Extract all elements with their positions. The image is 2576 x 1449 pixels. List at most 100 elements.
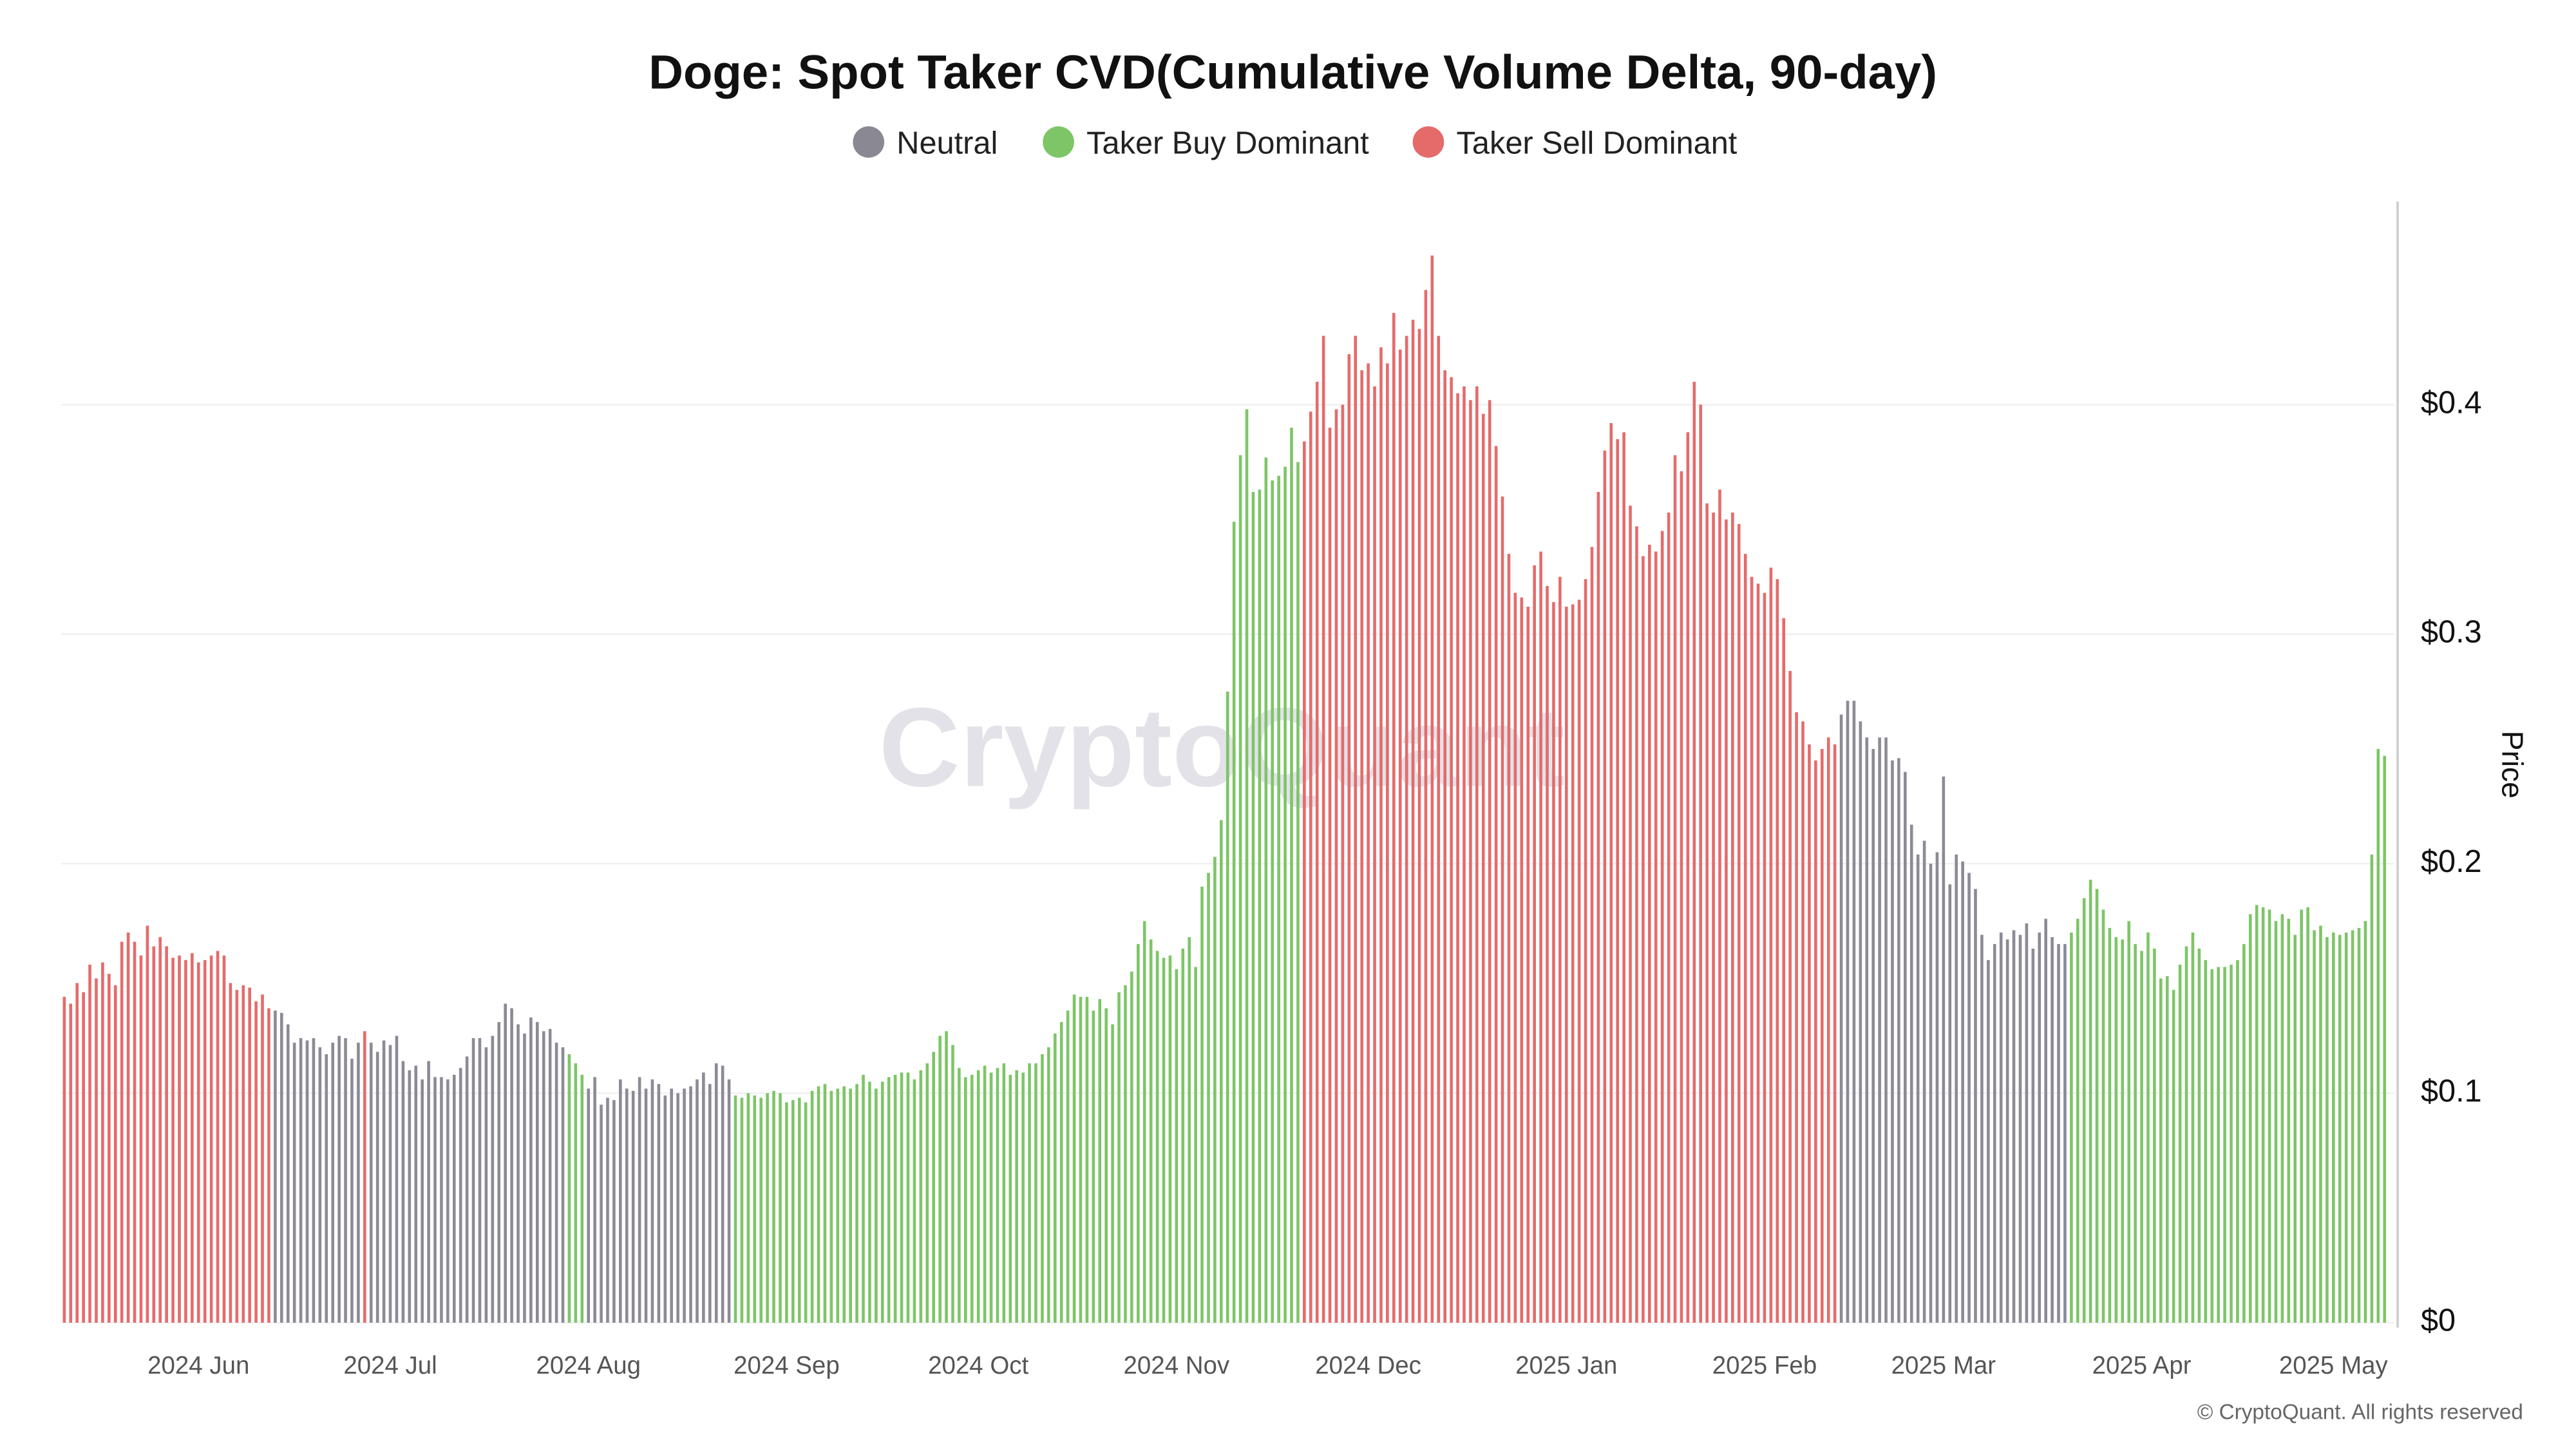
bar	[1085, 996, 1089, 1323]
bar	[1194, 967, 1197, 1323]
bar	[1571, 604, 1575, 1323]
bar	[1833, 744, 1837, 1323]
bar	[1609, 422, 1613, 1323]
bar	[279, 1012, 283, 1323]
bar	[2319, 925, 2322, 1323]
bar	[2376, 748, 2380, 1323]
bar	[1814, 760, 1817, 1323]
bar	[1168, 955, 1172, 1323]
bar	[1648, 544, 1651, 1323]
bar	[2204, 960, 2208, 1323]
bar	[2178, 964, 2182, 1323]
bar	[1417, 328, 1421, 1323]
bar	[1245, 409, 1249, 1323]
bar	[337, 1036, 341, 1323]
bar	[1175, 969, 1179, 1323]
bar	[1660, 531, 1664, 1323]
bar	[1066, 1010, 1070, 1323]
bar	[1028, 1063, 1031, 1323]
bar	[1980, 934, 1984, 1323]
bar	[196, 962, 200, 1323]
bar	[497, 1022, 501, 1323]
bar	[938, 1036, 942, 1323]
bar	[254, 1001, 258, 1323]
bar	[1929, 864, 1933, 1323]
bar	[414, 1065, 418, 1323]
bar	[1481, 413, 1485, 1323]
bar	[2300, 909, 2304, 1323]
bar	[2038, 933, 2041, 1323]
bar	[2172, 990, 2175, 1323]
bar	[1251, 491, 1255, 1323]
bar	[1788, 670, 1792, 1323]
bar	[663, 1095, 667, 1323]
bar	[1386, 363, 1389, 1323]
bar	[951, 1045, 954, 1323]
bar	[1136, 943, 1140, 1323]
bar	[510, 1008, 513, 1323]
bar	[1111, 1024, 1114, 1323]
bar	[1955, 854, 1958, 1323]
bar	[561, 1047, 565, 1323]
bar	[1922, 840, 1926, 1323]
bar	[69, 1003, 73, 1323]
bar	[612, 1100, 616, 1323]
bar	[983, 1065, 987, 1323]
bar	[1475, 386, 1479, 1323]
bar	[1405, 336, 1408, 1323]
bar	[2248, 914, 2252, 1323]
bar	[1680, 471, 1683, 1323]
bar	[178, 955, 181, 1323]
bar	[203, 960, 207, 1323]
bar	[1731, 512, 1734, 1323]
bar	[1750, 576, 1754, 1323]
bar	[817, 1086, 820, 1323]
chart-title: Doge: Spot Taker CVD(Cumulative Volume D…	[649, 46, 1937, 99]
bar	[516, 1024, 520, 1323]
x-tick-label: 2025 Mar	[1891, 1352, 1996, 1379]
bar	[1002, 1063, 1006, 1323]
bar	[369, 1043, 373, 1323]
bar	[1321, 336, 1325, 1323]
bar	[88, 964, 91, 1323]
bar	[1667, 512, 1671, 1323]
bar	[1142, 921, 1146, 1323]
bar	[913, 1079, 916, 1323]
bar	[1520, 597, 1524, 1323]
bar	[2191, 933, 2195, 1323]
bar	[2184, 946, 2188, 1323]
bar	[1916, 854, 1920, 1323]
bar	[2344, 933, 2348, 1323]
bar	[670, 1088, 674, 1323]
bar	[1271, 480, 1274, 1323]
bar	[593, 1077, 596, 1323]
bar	[1360, 370, 1363, 1323]
bar	[1871, 748, 1875, 1323]
bar	[2325, 937, 2329, 1323]
bar	[1756, 583, 1760, 1323]
bar	[1463, 386, 1466, 1323]
bar	[1826, 737, 1830, 1323]
bar	[1238, 455, 1242, 1323]
bar	[305, 1040, 309, 1323]
bar	[1891, 760, 1894, 1323]
bar	[274, 1010, 277, 1323]
legend-label: Neutral	[896, 126, 998, 161]
bar	[452, 1074, 456, 1323]
bar	[101, 962, 104, 1323]
bar	[1124, 985, 1127, 1323]
bar	[1776, 579, 1779, 1323]
bar	[600, 1104, 603, 1323]
bar	[1258, 489, 1262, 1323]
bar	[2114, 937, 2118, 1323]
bar	[810, 1090, 814, 1323]
bar	[2306, 907, 2309, 1323]
bar	[1443, 370, 1447, 1323]
y-tick-label: $0.2	[2421, 844, 2482, 879]
bar	[113, 985, 117, 1323]
bar	[1852, 701, 1856, 1323]
x-tick-label: 2024 Sep	[734, 1352, 840, 1379]
bar	[2095, 889, 2099, 1323]
bar	[2076, 918, 2079, 1323]
bar	[222, 955, 226, 1323]
